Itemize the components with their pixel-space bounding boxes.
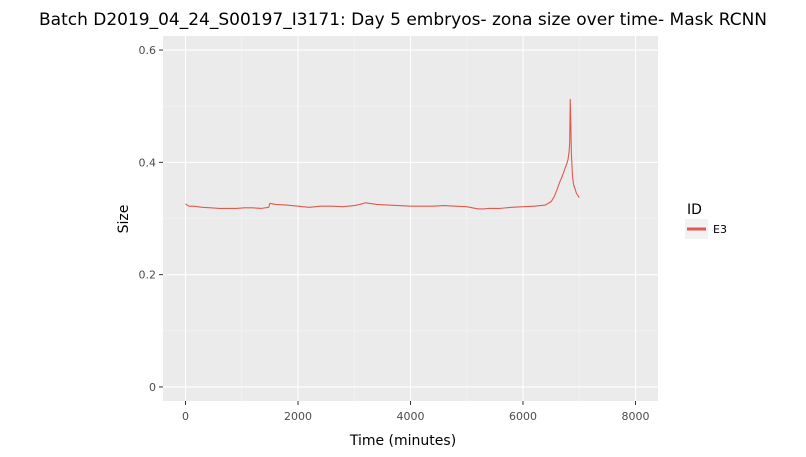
y-tick-label: 0 [149, 381, 156, 394]
legend-label-e3: E3 [713, 223, 727, 236]
series-line-e3 [185, 98, 580, 210]
x-tick-label: 6000 [509, 410, 537, 423]
grid-lines [163, 36, 658, 401]
axis-ticks: 0 2000 4000 6000 8000 0 0.2 0.4 0.6 [139, 44, 650, 423]
y-tick-label: 0.6 [139, 44, 157, 57]
x-tick-label: 4000 [397, 410, 425, 423]
series-layer [185, 98, 580, 210]
x-tick-label: 8000 [622, 410, 650, 423]
y-axis-title: Size [116, 205, 132, 234]
y-tick-label: 0.4 [139, 156, 157, 169]
x-axis-title: Time (minutes) [349, 433, 456, 449]
x-tick-label: 2000 [284, 410, 312, 423]
legend-title: ID [687, 202, 702, 218]
y-tick-label: 0.2 [139, 269, 157, 282]
legend: ID E3 [685, 202, 727, 239]
chart-title: Batch D2019_04_24_S00197_I3171: Day 5 em… [39, 10, 767, 30]
x-tick-label: 0 [182, 410, 189, 423]
